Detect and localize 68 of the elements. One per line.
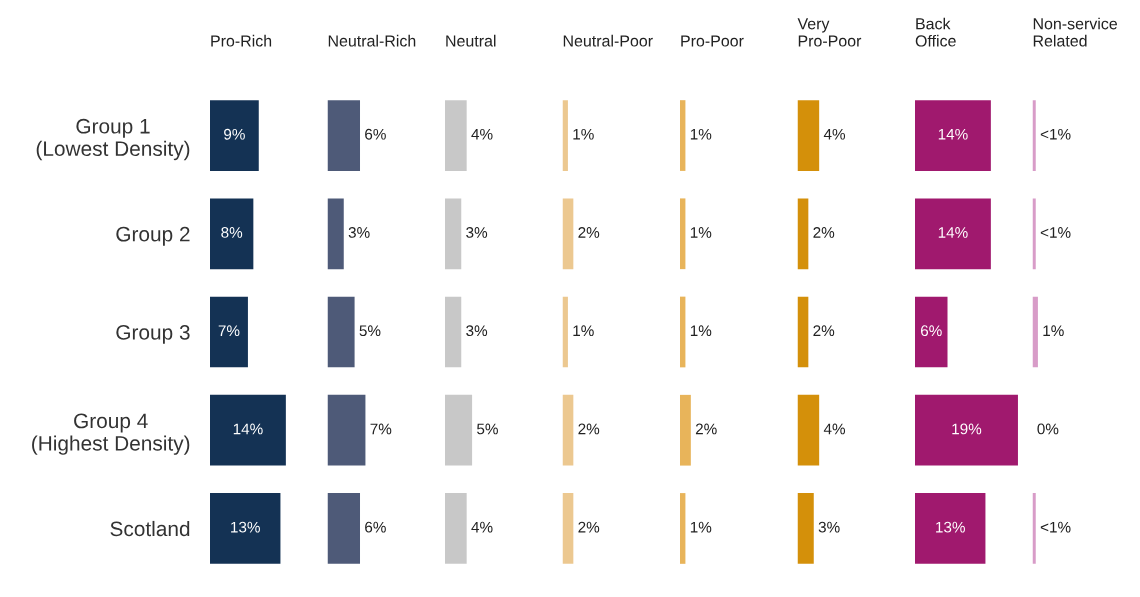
bar xyxy=(327,493,361,564)
chart-title: Back Office xyxy=(915,17,956,47)
data-label: 4% xyxy=(471,521,493,533)
bar xyxy=(210,198,254,270)
chart-title: Neutral xyxy=(446,34,496,47)
bar xyxy=(915,493,986,564)
data-label: 1% xyxy=(690,521,712,533)
bar xyxy=(327,100,361,171)
data-label: 14% xyxy=(938,128,968,140)
data-label: 2% xyxy=(578,521,600,533)
data-label: 8% xyxy=(221,227,243,238)
bar xyxy=(210,100,259,171)
data-label: 19% xyxy=(952,423,982,435)
y-tick-label: Group 2 xyxy=(116,226,190,246)
data-label: 1% xyxy=(690,128,712,140)
data-label: 7% xyxy=(218,325,240,337)
y-tick-label: Group 3 xyxy=(116,325,190,344)
data-label: 4% xyxy=(471,128,493,140)
data-label: 3% xyxy=(348,227,370,238)
data-label: 2% xyxy=(695,423,717,435)
bar xyxy=(327,296,355,368)
data-label: 5% xyxy=(477,423,498,435)
data-label: 1% xyxy=(1043,325,1064,337)
data-label: 2% xyxy=(813,227,835,238)
bar xyxy=(915,198,991,270)
data-label: 5% xyxy=(359,325,381,337)
text: Neutral-Poor xyxy=(563,34,653,47)
bar xyxy=(327,394,366,466)
data-label: 6% xyxy=(365,521,386,533)
bar xyxy=(915,100,991,171)
data-label: 7% xyxy=(370,423,392,435)
data-label: 1% xyxy=(690,325,712,337)
data-label: 3% xyxy=(466,227,488,238)
data-label: 4% xyxy=(823,128,846,140)
bar xyxy=(915,296,948,368)
bar xyxy=(210,394,286,466)
data-label: 2% xyxy=(813,325,835,337)
data-label: 3% xyxy=(466,325,488,337)
data-label: 2% xyxy=(578,227,600,238)
data-label: 3% xyxy=(818,521,840,533)
y-tick-label: Group 4 (Highest Density) xyxy=(32,413,190,455)
data-label: 6% xyxy=(365,128,386,140)
bar xyxy=(327,198,344,270)
data-label: 13% xyxy=(231,521,260,533)
data-label: <1% xyxy=(1040,227,1071,238)
data-label: 9% xyxy=(224,128,245,140)
bar xyxy=(915,394,1018,466)
data-label: 14% xyxy=(938,227,968,238)
data-label: 0% xyxy=(1037,423,1059,435)
data-label: 1% xyxy=(573,128,594,140)
data-label: 4% xyxy=(823,423,846,435)
data-label: <1% xyxy=(1040,521,1071,533)
data-label: 2% xyxy=(578,423,600,435)
data-label: 13% xyxy=(936,521,965,533)
y-tick-label: Group 1 (Lowest Density) xyxy=(36,118,190,161)
bar xyxy=(210,296,248,368)
bar xyxy=(210,493,281,564)
chart-title: Pro-Poor xyxy=(681,35,744,47)
chart-title: Very Pro-Poor xyxy=(797,18,862,47)
data-label: 14% xyxy=(233,423,263,435)
data-label: 1% xyxy=(573,325,594,337)
text: Non-service Related xyxy=(1033,17,1117,47)
chart-title: Pro-Rich xyxy=(211,34,272,47)
data-label: 6% xyxy=(920,325,942,337)
data-label: <1% xyxy=(1040,128,1071,140)
y-tick-label: Scotland xyxy=(110,520,190,537)
chart-title: Neutral-Rich xyxy=(328,34,416,47)
data-label: 1% xyxy=(690,227,712,238)
